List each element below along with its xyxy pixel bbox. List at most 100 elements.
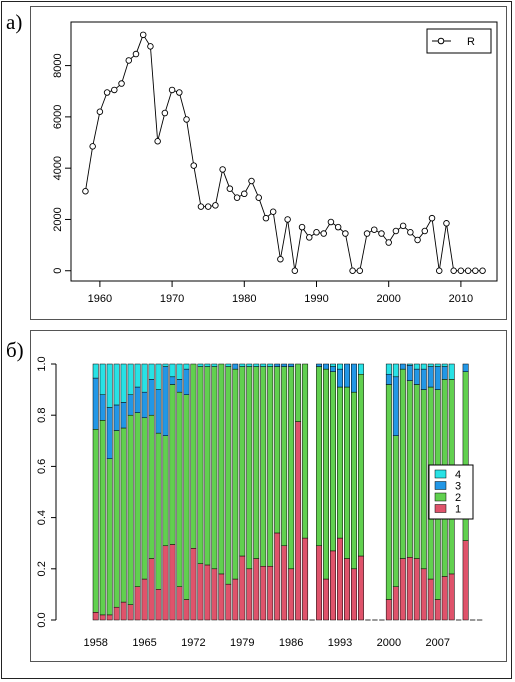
bar-segment bbox=[197, 563, 204, 621]
stacked-bar-chart-panel: 0.0 0.2 0.4 0.6 0.8 1.0 1958 1965 1972 1979 1986 19… bbox=[30, 330, 507, 662]
y-tick-label: 1.0 bbox=[36, 356, 48, 371]
bar-segment bbox=[218, 573, 225, 621]
bar-segment bbox=[267, 366, 274, 567]
y-tick-label: 0.6 bbox=[36, 459, 48, 474]
bar-segment bbox=[155, 363, 162, 390]
data-point bbox=[479, 267, 486, 274]
bar-segment bbox=[281, 545, 288, 621]
bar-segment bbox=[413, 384, 420, 559]
bar-segment bbox=[225, 366, 232, 585]
bar-segment bbox=[462, 540, 469, 621]
bar-segment bbox=[434, 363, 441, 367]
panel-a-label: а) bbox=[6, 10, 23, 34]
data-point bbox=[320, 230, 327, 237]
data-point bbox=[363, 230, 371, 237]
series-line-segment bbox=[130, 55, 135, 59]
bar-segment bbox=[211, 363, 218, 367]
bar-segment bbox=[120, 363, 127, 403]
bar-segment bbox=[197, 366, 204, 564]
series-line-segment bbox=[303, 229, 309, 236]
series-line-segment bbox=[116, 85, 120, 89]
bar-segment bbox=[434, 599, 441, 621]
bar-segment bbox=[399, 363, 406, 370]
bar-segment bbox=[127, 394, 134, 416]
series-line-segment bbox=[332, 223, 337, 226]
bar-segment bbox=[155, 389, 162, 434]
bar-segment bbox=[134, 412, 141, 587]
data-point bbox=[147, 43, 154, 50]
bar-segment bbox=[295, 363, 302, 422]
data-point bbox=[349, 267, 356, 274]
bar-segment bbox=[176, 379, 183, 393]
y-tick-label: 0.8 bbox=[36, 408, 48, 423]
bar-segment bbox=[162, 363, 169, 367]
bar-segment bbox=[176, 586, 183, 621]
bar-segment bbox=[113, 363, 120, 406]
data-point bbox=[139, 31, 147, 39]
bar-segment bbox=[106, 407, 113, 459]
bar-segment bbox=[302, 537, 309, 621]
series-line-segment bbox=[345, 236, 353, 269]
bar-segment bbox=[406, 380, 413, 558]
bar-segment bbox=[169, 544, 176, 621]
bar-segment bbox=[267, 565, 274, 621]
data-point bbox=[334, 223, 342, 231]
data-point bbox=[226, 185, 234, 192]
data-point bbox=[284, 216, 291, 223]
series-line-segment bbox=[311, 233, 315, 237]
bar-segment bbox=[92, 377, 99, 430]
data-point bbox=[421, 227, 429, 235]
series-line-segment bbox=[389, 233, 395, 241]
bar-segment bbox=[204, 363, 211, 367]
series-line-segment bbox=[245, 183, 251, 192]
bar-segment bbox=[295, 421, 302, 621]
data-point bbox=[154, 137, 161, 145]
bar-segment bbox=[183, 363, 190, 370]
line-chart: 0 2000 4000 6000 8000 1960 1970 1980 1990 2000 201… bbox=[52, 21, 498, 305]
bar-segment bbox=[92, 612, 99, 621]
data-point bbox=[277, 255, 284, 263]
bar-segment bbox=[462, 363, 469, 372]
bar-segment bbox=[148, 379, 155, 416]
bar-segment bbox=[330, 371, 336, 552]
bar-segment bbox=[120, 427, 127, 603]
data-point bbox=[399, 222, 407, 230]
bar-segment bbox=[239, 363, 246, 367]
x-tick-label: 2000 bbox=[377, 637, 401, 649]
series-line-segment bbox=[324, 224, 330, 232]
data-point bbox=[472, 267, 479, 274]
bar-segment bbox=[155, 432, 162, 590]
series-line-segment bbox=[404, 227, 409, 231]
y-tick-label: 6000 bbox=[52, 105, 64, 129]
x-tick-label: 2000 bbox=[376, 293, 400, 305]
bar-segment bbox=[344, 558, 350, 621]
bar-segment bbox=[260, 366, 267, 567]
series-line-segment bbox=[179, 95, 187, 117]
bar-segment bbox=[337, 363, 343, 370]
bar-segment bbox=[351, 391, 357, 570]
series-line-segment bbox=[144, 36, 150, 45]
legend-label: 4 bbox=[455, 469, 461, 481]
x-tick-label: 1990 bbox=[304, 293, 328, 305]
bar-segment bbox=[106, 363, 113, 408]
series-line-segment bbox=[223, 171, 230, 187]
data-point bbox=[103, 89, 111, 96]
data-point bbox=[342, 230, 349, 237]
bar-segment bbox=[99, 420, 106, 616]
series-line-segment bbox=[85, 149, 93, 189]
data-point bbox=[241, 190, 248, 198]
bar-segment bbox=[148, 558, 155, 621]
legend-label: 3 bbox=[455, 481, 461, 493]
bar-segment bbox=[162, 366, 169, 436]
data-point bbox=[255, 194, 262, 201]
legend-swatch bbox=[434, 469, 447, 479]
bar-segment bbox=[253, 366, 260, 559]
data-point bbox=[356, 267, 364, 274]
series-line-segment bbox=[294, 229, 303, 269]
bar-segment bbox=[148, 363, 155, 380]
data-point bbox=[450, 267, 457, 274]
bar-segment bbox=[357, 555, 364, 621]
bar-segment bbox=[337, 386, 343, 539]
bar-segment bbox=[141, 417, 148, 580]
x-tick-label: 1972 bbox=[181, 637, 205, 649]
